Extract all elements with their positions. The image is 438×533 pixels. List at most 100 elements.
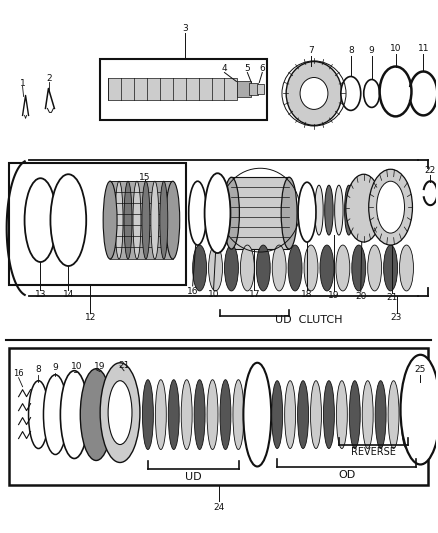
Ellipse shape [142,379,153,449]
Bar [231,177,289,249]
Ellipse shape [256,245,270,291]
Text: 12: 12 [85,313,96,322]
Ellipse shape [205,173,230,253]
Ellipse shape [375,381,386,449]
Bar [249,84,258,95]
Ellipse shape [400,355,438,464]
Ellipse shape [25,178,57,262]
Ellipse shape [311,381,321,449]
Ellipse shape [401,381,412,449]
Text: 16: 16 [187,287,198,296]
Ellipse shape [349,381,360,449]
Ellipse shape [28,381,49,449]
Ellipse shape [133,181,141,259]
Ellipse shape [160,181,168,259]
Text: 21: 21 [386,294,397,302]
Text: 22: 22 [425,166,436,175]
Ellipse shape [325,185,333,235]
Ellipse shape [225,245,238,291]
Ellipse shape [388,381,399,449]
Ellipse shape [285,381,296,449]
Text: 15: 15 [139,173,151,182]
Ellipse shape [244,363,271,466]
Ellipse shape [336,381,347,449]
Text: 10: 10 [390,44,401,53]
Bar [9,163,186,285]
Ellipse shape [354,185,363,235]
Ellipse shape [335,185,343,235]
Bar [110,181,173,259]
Ellipse shape [380,67,411,116]
Text: 9: 9 [53,363,58,372]
Ellipse shape [240,245,254,291]
Ellipse shape [43,375,67,455]
Ellipse shape [364,79,380,108]
Ellipse shape [368,245,381,291]
Ellipse shape [189,181,207,245]
Text: 21: 21 [118,361,130,370]
Ellipse shape [194,379,205,449]
Ellipse shape [233,379,244,449]
Ellipse shape [272,245,286,291]
Text: 24: 24 [213,503,224,512]
Ellipse shape [304,245,318,291]
Ellipse shape [384,245,398,291]
Ellipse shape [168,379,179,449]
Ellipse shape [362,381,373,449]
Ellipse shape [297,381,308,449]
Ellipse shape [60,371,88,458]
Text: 10: 10 [208,290,219,300]
Ellipse shape [300,77,328,109]
Ellipse shape [108,381,132,445]
Bar [9,348,428,486]
Ellipse shape [369,169,413,245]
Text: 4: 4 [222,64,227,73]
Ellipse shape [281,177,297,249]
Ellipse shape [288,245,302,291]
Text: OD: OD [338,471,356,480]
Ellipse shape [298,182,316,242]
Ellipse shape [346,174,381,242]
Text: 17: 17 [249,290,260,300]
Text: 19: 19 [328,292,339,301]
Ellipse shape [106,181,114,259]
Ellipse shape [323,381,334,449]
Text: UD: UD [185,472,202,482]
Text: 25: 25 [415,365,426,374]
Ellipse shape [315,185,323,235]
Ellipse shape [100,363,140,463]
Ellipse shape [345,185,353,235]
Ellipse shape [286,61,342,125]
Text: 9: 9 [369,46,374,55]
Text: 7: 7 [308,46,314,55]
Ellipse shape [223,177,240,249]
Bar [108,78,237,100]
Ellipse shape [181,379,192,449]
Ellipse shape [80,369,112,461]
Text: 5: 5 [244,64,250,73]
Ellipse shape [399,245,413,291]
Ellipse shape [341,77,361,110]
Ellipse shape [208,245,223,291]
Text: 8: 8 [35,365,41,374]
Ellipse shape [50,174,86,266]
Ellipse shape [377,181,405,233]
Ellipse shape [336,245,350,291]
Text: 20: 20 [355,293,367,302]
Text: 10: 10 [71,362,82,372]
Ellipse shape [151,181,159,259]
Ellipse shape [155,379,166,449]
Ellipse shape [320,245,334,291]
Ellipse shape [142,181,150,259]
Text: 3: 3 [182,24,187,33]
Bar [237,82,251,98]
Text: 19: 19 [95,362,106,372]
Ellipse shape [272,381,283,449]
Text: UD  CLUTCH: UD CLUTCH [275,315,343,325]
Text: 1: 1 [20,79,25,88]
Bar [257,84,264,94]
Text: 13: 13 [35,290,46,300]
Ellipse shape [220,379,231,449]
Ellipse shape [166,181,180,259]
Ellipse shape [352,245,366,291]
